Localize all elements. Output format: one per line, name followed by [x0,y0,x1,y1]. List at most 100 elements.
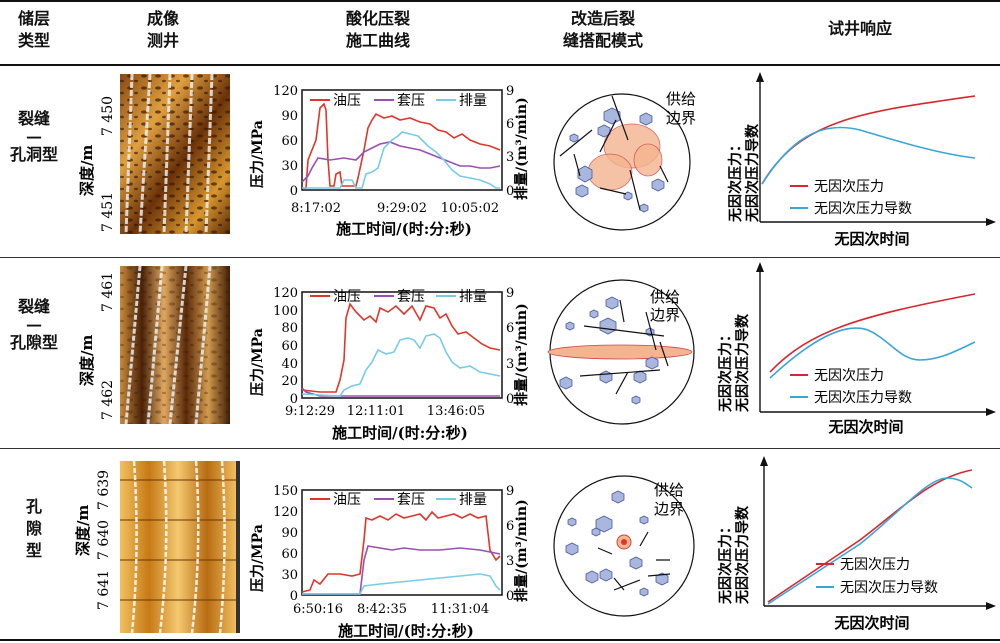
svg-text:7 639: 7 639 [96,470,112,510]
reservoir-type-2: 裂缝 — 孔隙型 [9,297,58,352]
svg-text:排量/(m³/min): 排量/(m³/min) [513,499,530,602]
svg-text:无因次压力：: 无因次压力： [717,520,734,605]
tick-label: 3 [506,357,514,372]
svg-text:施工时间/(时:分:秒): 施工时间/(时:分:秒) [336,220,472,238]
tick-label: 90 [281,526,298,541]
tick-label: 30 [281,159,298,174]
tick-label: 3 [506,554,514,569]
tick-label: 20 [281,374,298,389]
svg-text:供给: 供给 [650,288,680,306]
svg-text:无因次压力：: 无因次压力： [717,328,734,413]
svg-text:无因次压力导数: 无因次压力导数 [734,505,751,605]
header-reservoir-type: 储层 类型 [17,9,50,50]
header-frac-curve: 酸化压裂 施工曲线 [345,9,410,50]
header-imaging-log: 成像 测井 [146,9,179,50]
svg-text:7 461: 7 461 [100,272,116,312]
depth-axis-2: 7 461 深度/m 7 462 [78,272,116,420]
tick-label: 0 [506,184,514,199]
well-test-chart-1: 无因次压力： 无因次压力导数 无因次压力 无因次压力导数 无因次时间 [727,72,996,248]
tick-label: 40 [281,357,298,372]
tick-label: 6 [506,117,514,132]
svg-text:排量: 排量 [459,289,487,305]
reservoir-type-1: 裂缝 — 孔洞型 [9,109,58,164]
svg-text:无因次压力: 无因次压力 [814,368,884,384]
reservoir-type-3: 孔隙型 [25,497,42,560]
frac-mode-diagram-1: 供给 边界 [553,90,696,231]
tick-label: 0 [290,589,298,604]
svg-text:油压: 油压 [333,289,361,305]
tick-label: 0 [290,184,298,199]
svg-text:无因次压力导数: 无因次压力导数 [744,123,761,223]
svg-text:7 641: 7 641 [96,570,112,610]
svg-text:无因次压力: 无因次压力 [840,557,910,573]
row-divider [0,448,1000,449]
tick-label: 6 [506,321,514,336]
tick-label: 60 [281,339,298,354]
svg-text:7 640: 7 640 [96,520,112,560]
svg-text:无因次压力导数: 无因次压力导数 [814,201,912,217]
tick-label: 9 [506,286,514,301]
svg-text:无因次压力导数: 无因次压力导数 [840,580,938,596]
svg-text:7 450: 7 450 [100,96,116,136]
frac-mode-diagram-2: 供给 边界 [547,279,695,425]
tick-label: 9:12:29 [285,404,335,419]
svg-text:油压: 油压 [333,492,361,508]
table-bottom-rule [0,639,1000,641]
svg-text:排量: 排量 [459,492,487,508]
tick-label: 100 [273,304,298,319]
header-frac-mode: 改造后裂 缝搭配模式 [562,9,643,50]
row-divider [0,257,1000,258]
tick-label: 8:17:02 [291,201,341,216]
svg-text:压力/MPa: 压力/MPa [249,120,266,188]
svg-text:7 451: 7 451 [100,192,116,232]
frac-curve-chart-2: 120 100 80 60 40 20 0 9 6 3 0 9:12:29 12… [249,286,530,442]
tick-label: 3 [506,150,514,165]
tick-label: 9 [506,84,514,99]
tick-label: 11:31:04 [431,602,489,617]
imaging-log-3 [120,460,240,634]
svg-text:油压: 油压 [333,93,361,109]
svg-text:套压: 套压 [397,93,425,109]
svg-text:压力/MPa: 压力/MPa [249,524,266,592]
tick-label: 60 [281,547,298,562]
svg-text:深度/m: 深度/m [78,335,96,386]
svg-text:无因次压力导数: 无因次压力导数 [814,390,912,406]
tick-label: 12:11:01 [347,404,405,419]
frac-mode-diagram-3: 供给 边界 [553,475,695,617]
svg-text:施工时间/(时:分:秒): 施工时间/(时:分:秒) [332,424,468,442]
svg-text:深度/m: 深度/m [74,505,92,556]
svg-text:深度/m: 深度/m [78,145,96,196]
tick-label: 150 [273,484,298,499]
svg-text:无因次压力导数: 无因次压力导数 [734,313,751,413]
svg-text:施工时间/(时:分:秒): 施工时间/(时:分:秒) [338,622,474,640]
tick-label: 80 [281,321,298,336]
frac-curve-chart-1: 120 90 60 30 0 9 6 3 0 8:17:02 9:29:02 1… [249,84,530,238]
tick-label: 9 [506,484,514,499]
tick-label: 6:50:16 [293,602,343,617]
svg-text:7 462: 7 462 [100,380,116,420]
depth-axis-3: 7 639 7 640 深度/m 7 641 [74,470,112,610]
svg-text:压力/MPa: 压力/MPa [249,328,266,396]
well-test-chart-3: 无因次压力： 无因次压力导数 无因次压力 无因次压力导数 无因次时间 [717,456,996,632]
table-header: 储层 类型 成像 测井 酸化压裂 施工曲线 改造后裂 缝搭配模式 试井响应 [0,0,1000,66]
tick-label: 0 [506,589,514,604]
imaging-log-2 [120,265,230,425]
tick-label: 0 [290,392,298,407]
svg-text:套压: 套压 [397,492,425,508]
tick-label: 9:29:02 [377,201,427,216]
svg-text:边界: 边界 [666,109,696,127]
tick-label: 8:42:35 [357,602,407,617]
tick-label: 30 [281,568,298,583]
tick-label: 0 [506,392,514,407]
tick-label: 10:05:02 [441,201,499,216]
tick-label: 120 [273,505,298,520]
frac-curve-chart-3: 150 120 90 60 30 0 9 6 3 0 6:50:16 8:42:… [249,484,530,640]
svg-text:边界: 边界 [650,306,680,324]
svg-text:套压: 套压 [397,289,425,305]
tick-label: 13:46:05 [427,404,485,419]
svg-text:无因次压力: 无因次压力 [814,179,884,195]
svg-text:无因次压力：: 无因次压力： [727,138,744,223]
svg-text:无因次时间: 无因次时间 [833,614,909,632]
tick-label: 120 [273,84,298,99]
tick-label: 60 [281,134,298,149]
